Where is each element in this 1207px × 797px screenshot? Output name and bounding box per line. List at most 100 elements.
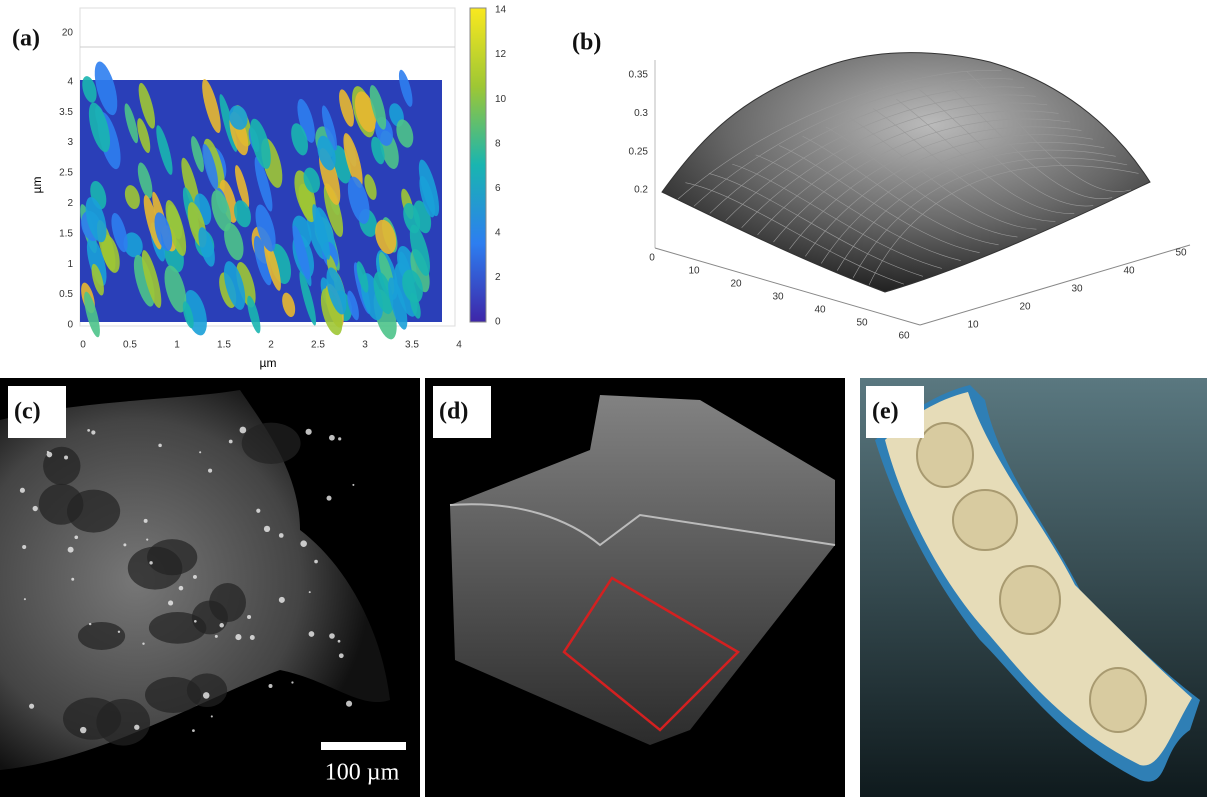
x-tick-label: 50: [856, 318, 868, 329]
speckle: [64, 455, 68, 459]
speckle: [203, 692, 210, 699]
speckle: [309, 591, 311, 593]
y-tick-label: 10: [967, 320, 979, 331]
z-tick-label: 0.35: [629, 70, 649, 81]
y-tick-label: 4: [67, 76, 73, 87]
speckle: [264, 526, 270, 532]
z-tick-label: 0.3: [634, 108, 648, 119]
speckle: [87, 429, 90, 432]
speckle: [74, 535, 78, 539]
speckle: [339, 653, 344, 658]
speckle: [268, 684, 272, 688]
speckle: [329, 633, 335, 639]
speckle: [240, 427, 247, 434]
x-tick-label: 3.5: [405, 340, 419, 351]
y-tick-label: 30: [1071, 284, 1083, 295]
speckle: [247, 615, 251, 619]
speckle: [352, 484, 354, 486]
speckle: [208, 469, 212, 473]
y-tick-label: 3.5: [59, 107, 73, 118]
axis-label: µm: [30, 177, 44, 194]
panel-c: 100 µm (c): [0, 378, 420, 797]
speckle: [250, 635, 255, 640]
speckle: [300, 540, 307, 547]
speckle: [346, 701, 352, 707]
panel-label: (e): [872, 399, 899, 425]
axis-label: µm: [260, 356, 277, 370]
speckle: [91, 430, 95, 434]
colorbar-tick-label: 0: [495, 317, 501, 328]
speckle: [327, 496, 332, 501]
colorbar-tick-label: 2: [495, 272, 501, 283]
speckle: [168, 600, 173, 605]
speckle: [279, 533, 284, 538]
panel-label: (a): [12, 26, 40, 52]
panel-label: (d): [439, 399, 468, 425]
speckle: [229, 440, 233, 444]
speckle: [22, 545, 26, 549]
speckle: [314, 560, 318, 564]
x-tick-label: 2: [268, 340, 274, 351]
speckle: [211, 715, 213, 717]
z-tick-label: 20: [62, 28, 74, 39]
speckle: [199, 451, 201, 453]
y-tick-label: 0.5: [59, 289, 73, 300]
speckle: [47, 451, 49, 453]
panel-label: (c): [14, 399, 41, 425]
speckle: [193, 575, 197, 579]
speckle: [89, 623, 91, 625]
colorbar-tick-label: 8: [495, 138, 501, 149]
speckle: [279, 597, 285, 603]
speckle: [68, 547, 74, 553]
x-tick-label: 40: [814, 305, 826, 316]
x-tick-label: 60: [898, 331, 910, 342]
scale-bar: [321, 742, 406, 750]
x-tick-label: 10: [688, 266, 700, 277]
x-tick-label: 3: [362, 340, 368, 351]
x-tick-label: 1.5: [217, 340, 231, 351]
x-tick-label: 1: [174, 340, 180, 351]
speckle: [194, 620, 197, 623]
speckle: [219, 623, 224, 628]
y-tick-label: 1: [67, 259, 73, 270]
panel-label: (b): [572, 30, 601, 56]
speckle: [291, 681, 293, 683]
speckle: [235, 634, 241, 640]
speckle: [158, 444, 162, 448]
speckle: [118, 631, 120, 633]
x-tick-label: 20: [730, 279, 742, 290]
cell: [209, 583, 246, 622]
y-tick-label: 2.5: [59, 168, 73, 179]
colorbar-tick-label: 4: [495, 227, 501, 238]
colorbar-tick-label: 6: [495, 183, 501, 194]
cell: [128, 547, 182, 590]
panel-a: (a) 20 µm µm 00.511.522.533.5400.511.522…: [12, 5, 507, 371]
speckle: [179, 586, 184, 591]
speckle: [146, 539, 148, 541]
panel-e: (e): [860, 378, 1207, 797]
y-tick-label: 2: [67, 198, 73, 209]
panel-b: (b) 0.20.250.30.350102030405060102030405…: [572, 30, 1190, 342]
colorbar: [470, 8, 486, 322]
speckle: [33, 506, 38, 511]
colorbar-tick-label: 14: [495, 5, 507, 16]
x-tick-label: 30: [772, 292, 784, 303]
speckle: [309, 631, 315, 637]
speckle: [338, 437, 341, 440]
figure: (a) 20 µm µm 00.511.522.533.5400.511.522…: [0, 0, 1207, 797]
cell: [67, 490, 120, 533]
speckle: [329, 435, 335, 441]
y-tick-label: 3: [67, 137, 73, 148]
speckle: [123, 543, 126, 546]
speckle: [80, 727, 86, 733]
speckle: [29, 704, 34, 709]
speckle: [71, 578, 74, 581]
speckle: [20, 488, 25, 493]
scale-label: 100 µm: [325, 760, 400, 786]
x-tick-label: 0.5: [123, 340, 137, 351]
speckle: [256, 509, 260, 513]
y-tick-label: 0: [67, 320, 73, 331]
panel-d: (d): [425, 378, 845, 797]
speckle: [306, 429, 312, 435]
speckle: [134, 725, 139, 730]
